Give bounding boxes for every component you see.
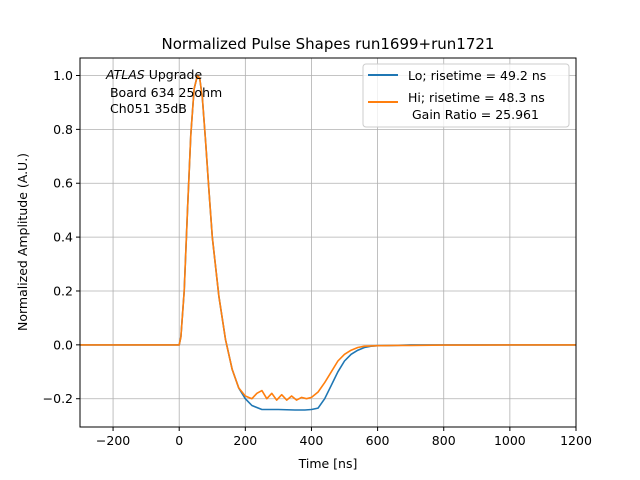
- x-tick-label: 800: [432, 433, 456, 448]
- x-tick-label: 200: [233, 433, 257, 448]
- annotation: ATLAS Upgrade Board 634 25ohm Ch051 35dB: [105, 67, 222, 116]
- legend-box: [362, 63, 570, 128]
- x-axis-label: Time [ns]: [298, 456, 358, 471]
- legend-label-lo: Lo; risetime = 49.2 ns: [408, 68, 546, 83]
- x-tick-label: 600: [366, 433, 390, 448]
- plot-frame: [79, 57, 577, 428]
- x-axis-ticks: −200 0 200 400 600 800 1000 1200: [96, 427, 592, 448]
- y-tick-label: 0.4: [53, 230, 73, 245]
- x-tick-label: 0: [175, 433, 183, 448]
- y-tick-label: 0.6: [53, 176, 73, 191]
- annotation-line-2: Board 634 25ohm: [106, 85, 222, 100]
- legend-label-hi-gain: Gain Ratio = 25.961: [408, 107, 539, 122]
- x-tick-label: 1200: [560, 433, 592, 448]
- y-tick-label: 1.0: [53, 68, 73, 83]
- series-line-hi: [80, 74, 576, 401]
- y-tick-label: 0.8: [53, 122, 73, 137]
- y-axis-label: Normalized Amplitude (A.U.): [15, 153, 30, 331]
- y-axis-ticks: −0.2 0.0 0.2 0.4 0.6 0.8 1.0: [43, 68, 80, 406]
- annotation-line-1: ATLAS Upgrade: [105, 67, 202, 82]
- y-tick-label: −0.2: [43, 391, 73, 406]
- chart-title: Normalized Pulse Shapes run1699+run1721: [162, 35, 495, 53]
- annotation-line-3: Ch051 35dB: [106, 101, 187, 116]
- x-tick-label: −200: [96, 433, 130, 448]
- annotation-atlas: ATLAS: [105, 67, 145, 82]
- annotation-upgrade: Upgrade: [145, 67, 203, 82]
- legend-label-hi: Hi; risetime = 48.3 ns: [408, 90, 545, 105]
- x-tick-label: 400: [300, 433, 324, 448]
- plot-lines: [80, 74, 576, 411]
- y-tick-label: 0.0: [53, 337, 73, 352]
- y-tick-label: 0.2: [53, 283, 73, 298]
- x-tick-label: 1000: [494, 433, 526, 448]
- legend: Lo; risetime = 49.2 ns Hi; risetime = 48…: [362, 63, 570, 128]
